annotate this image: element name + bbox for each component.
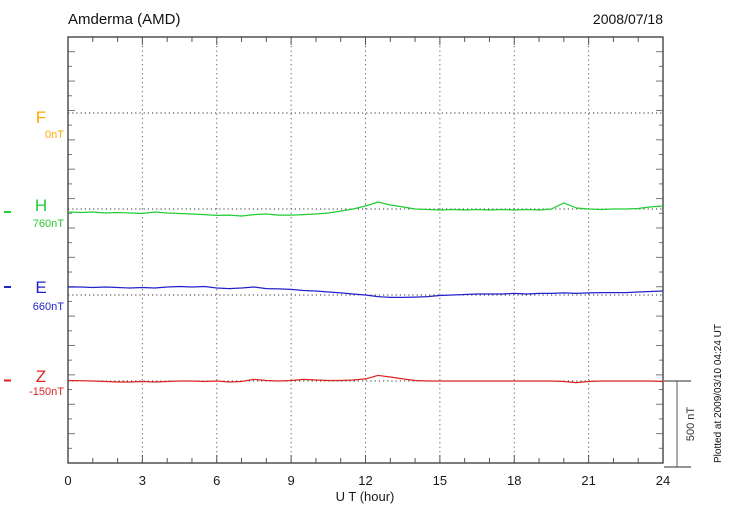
x-tick-label: 18 — [507, 473, 521, 488]
traces-group: F 0nT H 760nT E 660nT Z-150nT — [4, 108, 664, 398]
x-axis-label: U T (hour) — [336, 489, 395, 504]
series-letter-F: F — [36, 108, 46, 127]
scale-bar-label: 500 nT — [685, 407, 697, 442]
series-letter-Z: Z — [36, 367, 46, 386]
plot-title: Amderma (AMD) — [68, 11, 181, 28]
series-baseline-value-Z: -150nT — [29, 386, 64, 398]
series-baseline-value-F: 0nT — [45, 129, 64, 141]
trace-Z — [67, 374, 664, 384]
plot-date: 2008/07/18 — [593, 11, 663, 27]
x-tick-label: 24 — [656, 473, 670, 488]
series-baseline-value-E: 660nT — [33, 301, 64, 313]
series-letter-H: H — [35, 196, 47, 215]
plot-background: 0 3 6 9 12 15 18 21 24 — [64, 36, 670, 488]
trace-E — [68, 285, 664, 298]
x-tick-label: 6 — [213, 473, 220, 488]
x-tick-label: 3 — [139, 473, 146, 488]
x-tick-label: 12 — [358, 473, 372, 488]
series-letter-E: E — [35, 278, 46, 297]
x-tick-label: 21 — [581, 473, 595, 488]
x-tick-label: 0 — [64, 473, 71, 488]
x-tick-label: 9 — [288, 473, 295, 488]
trace-H — [67, 201, 664, 217]
plotted-at-note: Plotted at 2009/03/10 04:24 UT — [713, 324, 724, 463]
plot-frame — [67, 36, 664, 464]
x-tick-label: 15 — [433, 473, 447, 488]
series-baseline-value-H: 760nT — [33, 218, 64, 230]
scale-bar: 500 nT — [664, 380, 697, 468]
